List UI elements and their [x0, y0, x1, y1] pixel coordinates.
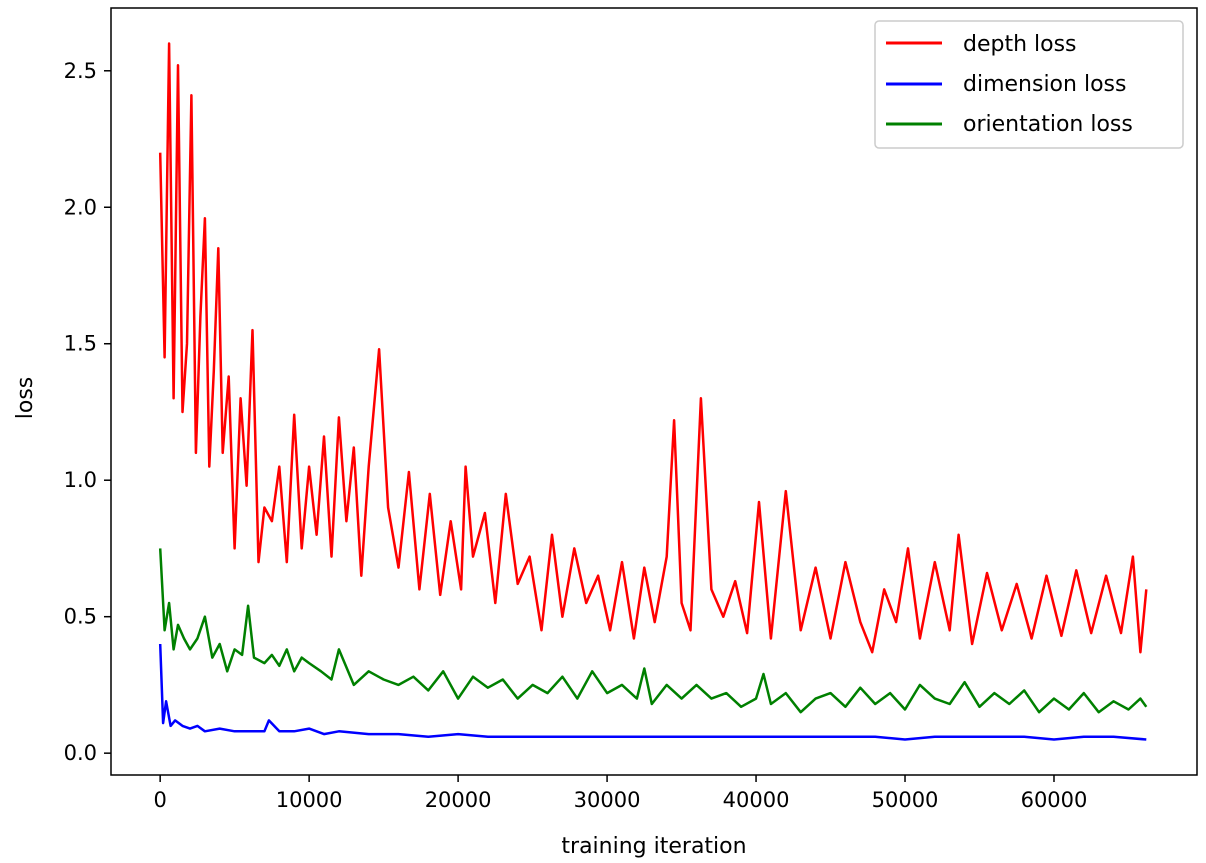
y-tick-label: 1.5: [64, 332, 97, 356]
y-tick-label: 1.0: [64, 468, 97, 492]
x-tick-label: 60000: [1021, 788, 1088, 812]
x-axis: 0 10000 20000 30000 40000 50000 60000: [153, 775, 1087, 812]
plot-area-frame: [110, 7, 1198, 776]
x-axis-title: training iteration: [561, 834, 746, 859]
series-line-dimension-loss: [158, 643, 1147, 741]
legend-label-dimension: dimension loss: [963, 72, 1126, 97]
y-tick-label: 2.5: [64, 59, 97, 83]
y-tick-label: 0.5: [64, 605, 97, 629]
x-tick-label: 20000: [425, 788, 492, 812]
x-tick-label: 0: [153, 788, 166, 812]
x-tick-label: 50000: [872, 788, 939, 812]
x-tick-label: 30000: [574, 788, 641, 812]
series-layer: [158, 42, 1148, 741]
x-tick-label: 10000: [276, 788, 343, 812]
legend-label-orientation: orientation loss: [963, 112, 1133, 137]
series-line-orientation-loss: [158, 548, 1148, 714]
legend: depth loss dimension loss orientation lo…: [874, 20, 1184, 149]
y-tick-label: 2.0: [64, 195, 97, 219]
series-line-depth-loss: [158, 42, 1148, 654]
y-tick-label: 0.0: [64, 741, 97, 765]
legend-box: [874, 20, 1184, 149]
y-axis: 0.0 0.5 1.0 1.5 2.0 2.5: [64, 59, 111, 765]
x-tick-label: 40000: [723, 788, 790, 812]
y-axis-title: loss: [13, 377, 38, 420]
legend-label-depth: depth loss: [963, 32, 1077, 57]
